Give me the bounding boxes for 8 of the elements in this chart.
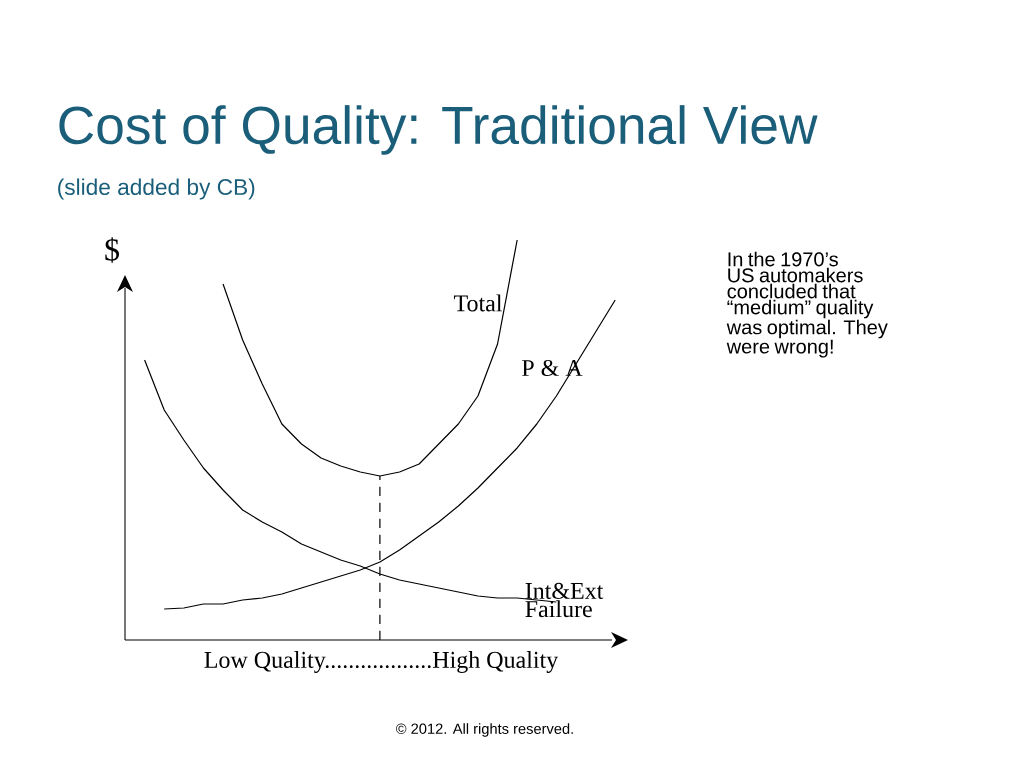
y-axis-title: $ (105, 237, 120, 263)
x-axis-title: Low Quality..................High Quality (204, 651, 559, 673)
chart-title: Cost of Quality: Traditional View (59, 105, 818, 155)
series-label: Total (453, 294, 503, 312)
text: © 2012. All rights reserved. (396, 723, 573, 737)
series-label: Int&Ext Failure (525, 582, 604, 618)
text: In the 1970’s US automakers concluded that “medium” quality was optimal. They were wrong! (726, 251, 888, 358)
chart-subtitle: (slide added by CB) (58, 178, 255, 200)
